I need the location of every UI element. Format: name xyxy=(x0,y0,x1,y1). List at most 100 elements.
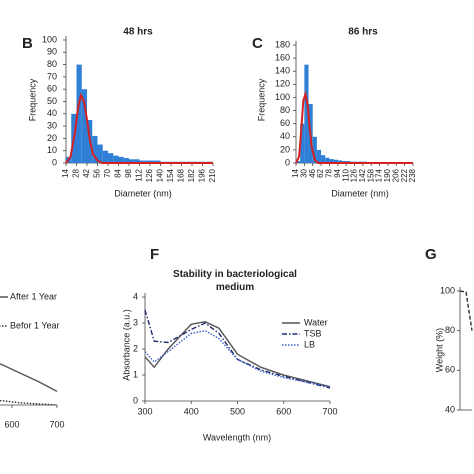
x-tick-label: 168 xyxy=(177,168,186,182)
y-tick-label: 0 xyxy=(285,157,290,167)
fit-line xyxy=(65,92,213,164)
bar xyxy=(76,64,82,163)
y-axis-label: Frequency xyxy=(27,78,37,121)
y-tick-label: 100 xyxy=(275,92,290,102)
x-tick-label: 500 xyxy=(230,406,245,416)
x-tick-label: 210 xyxy=(208,168,217,182)
x-tick-label: 700 xyxy=(322,406,337,416)
y-tick-label: 80 xyxy=(280,105,290,115)
y-tick-label: 4 xyxy=(133,291,138,301)
y-tick-label: 120 xyxy=(275,79,290,89)
legend-label: LB xyxy=(304,339,315,349)
y-tick-label: 100 xyxy=(440,285,455,295)
x-tick-label: 206 xyxy=(391,168,400,182)
bar xyxy=(102,150,108,163)
bar xyxy=(321,155,326,163)
x-axis-label: Diameter (nm) xyxy=(114,188,172,198)
series-line xyxy=(144,330,331,388)
chart-title: 48 hrs xyxy=(123,27,153,38)
x-tick-label: 222 xyxy=(400,168,409,182)
bar xyxy=(97,144,103,163)
x-tick-label: 70 xyxy=(103,168,112,177)
x-tick-label: 28 xyxy=(72,168,81,177)
y-axis-label: Frequency xyxy=(256,78,266,121)
series-line xyxy=(0,363,58,392)
bar xyxy=(134,159,140,163)
y-tick-label: 3 xyxy=(133,317,138,327)
y-tick-label: 0 xyxy=(52,157,57,167)
bar xyxy=(155,160,161,163)
x-tick-label: 78 xyxy=(325,168,334,177)
x-tick-label: 14 xyxy=(291,168,300,177)
y-tick-label: 90 xyxy=(47,47,57,57)
y-axis-label: Absorbance (a.u.) xyxy=(121,309,131,381)
x-tick-label: 56 xyxy=(93,168,102,177)
y-tick-label: 0 xyxy=(133,395,138,405)
y-tick-label: 80 xyxy=(47,59,57,69)
x-tick-label: 158 xyxy=(366,168,375,182)
bar xyxy=(139,160,145,163)
bar xyxy=(129,159,135,163)
y-tick-label: 60 xyxy=(280,118,290,128)
y-tick-label: 50 xyxy=(47,96,57,106)
x-tick-label: 126 xyxy=(350,168,359,182)
bar xyxy=(329,159,334,163)
x-tick-label: 142 xyxy=(358,168,367,182)
y-tick-label: 40 xyxy=(280,131,290,141)
y-tick-label: 160 xyxy=(275,52,290,62)
legend-label: Befor 1 Year xyxy=(10,320,60,330)
bar xyxy=(81,89,87,163)
panel-letter: B xyxy=(22,35,33,52)
y-tick-label: 70 xyxy=(47,71,57,81)
x-tick-label: 400 xyxy=(184,406,199,416)
y-tick-label: 10 xyxy=(47,145,57,155)
y-tick-label: 40 xyxy=(47,108,57,118)
x-tick-label: 42 xyxy=(82,168,91,177)
y-tick-label: 20 xyxy=(280,144,290,154)
x-tick-label: 110 xyxy=(341,168,350,181)
x-tick-label: 600 xyxy=(4,419,19,429)
x-tick-label: 94 xyxy=(333,168,342,177)
panel-letter: G xyxy=(425,246,437,263)
bar xyxy=(118,156,124,163)
y-tick-label: 20 xyxy=(47,133,57,143)
bar xyxy=(150,160,156,163)
x-tick-label: 700 xyxy=(49,419,64,429)
x-tick-label: 196 xyxy=(198,168,207,182)
y-tick-label: 140 xyxy=(275,66,290,76)
legend-label: TSB xyxy=(304,328,322,338)
x-tick-label: 14 xyxy=(61,168,70,177)
y-tick-label: 60 xyxy=(445,365,455,375)
bar xyxy=(300,123,305,163)
y-tick-label: 2 xyxy=(133,343,138,353)
x-tick-label: 238 xyxy=(408,168,417,182)
y-tick-label: 30 xyxy=(47,120,57,130)
x-axis-label: Wavelength (nm) xyxy=(203,432,271,442)
y-tick-label: 180 xyxy=(275,39,290,49)
bar xyxy=(304,64,309,163)
x-tick-label: 190 xyxy=(383,168,392,182)
x-tick-label: 154 xyxy=(166,168,175,182)
series-line xyxy=(144,309,331,389)
panel-letter: C xyxy=(252,35,263,52)
bar xyxy=(316,149,322,163)
bar xyxy=(92,135,98,163)
x-tick-label: 140 xyxy=(156,168,165,182)
chart-title: 86 hrs xyxy=(348,27,378,38)
y-tick-label: 1 xyxy=(133,369,138,379)
bar xyxy=(325,157,330,163)
series-line xyxy=(0,399,58,406)
y-tick-label: 80 xyxy=(445,325,455,335)
bar xyxy=(333,159,338,163)
x-tick-label: 182 xyxy=(187,168,196,182)
x-tick-label: 62 xyxy=(316,168,325,177)
bar xyxy=(113,155,119,163)
panel-letter: F xyxy=(150,246,159,263)
x-tick-label: 98 xyxy=(124,168,133,177)
legend-label: After 1 Year xyxy=(10,291,57,301)
y-tick-label: 100 xyxy=(42,34,57,44)
y-tick-label: 40 xyxy=(445,404,455,414)
bar xyxy=(296,161,301,163)
series-line xyxy=(459,290,473,331)
